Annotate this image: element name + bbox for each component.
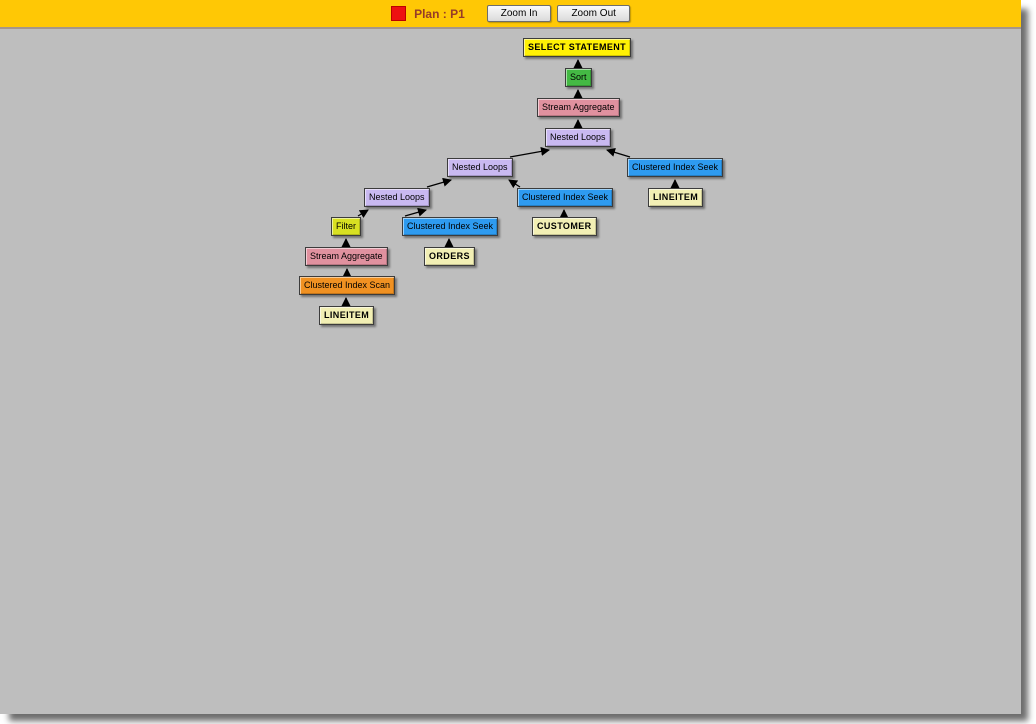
plan-node-stream-aggregate-1[interactable]: Stream Aggregate (537, 98, 620, 117)
plan-node-filter[interactable]: Filter (331, 217, 361, 236)
plan-node-clustered-index-seek-3[interactable]: Clustered Index Seek (402, 217, 499, 236)
zoom-out-button[interactable]: Zoom Out (557, 5, 630, 22)
plan-edge-arrows (341, 59, 680, 306)
plan-node-clustered-index-seek-2[interactable]: Clustered Index Seek (517, 188, 614, 207)
plan-viewer-window: Plan : P1 Zoom In Zoom Out SELECT STATEM… (0, 0, 1021, 714)
plan-node-nested-loops-3[interactable]: Nested Loops (364, 188, 430, 207)
plan-node-clustered-index-seek-1[interactable]: Clustered Index Seek (627, 158, 724, 177)
plan-title: Plan : P1 (414, 6, 465, 21)
plan-canvas: SELECT STATEMENT Sort Stream Aggregate Nest… (0, 29, 1021, 714)
plan-node-lineitem-2[interactable]: LINEITEM (319, 306, 375, 325)
plan-node-stream-aggregate-2[interactable]: Stream Aggregate (305, 247, 388, 266)
plan-node-lineitem-1[interactable]: LINEITEM (648, 188, 704, 207)
header-bar: Plan : P1 Zoom In Zoom Out (0, 0, 1021, 29)
plan-node-customer[interactable]: CUSTOMER (532, 217, 597, 236)
plan-color-swatch (391, 6, 407, 21)
plan-node-nested-loops-2[interactable]: Nested Loops (447, 158, 513, 177)
plan-node-select-statement[interactable]: SELECT STATEMENT (523, 38, 632, 57)
plan-node-sort[interactable]: Sort (565, 68, 592, 87)
plan-node-clustered-index-scan[interactable]: Clustered Index Scan (299, 276, 396, 295)
plan-node-orders[interactable]: ORDERS (424, 247, 475, 266)
zoom-in-button[interactable]: Zoom In (486, 5, 552, 22)
plan-node-nested-loops-1[interactable]: Nested Loops (545, 128, 611, 147)
